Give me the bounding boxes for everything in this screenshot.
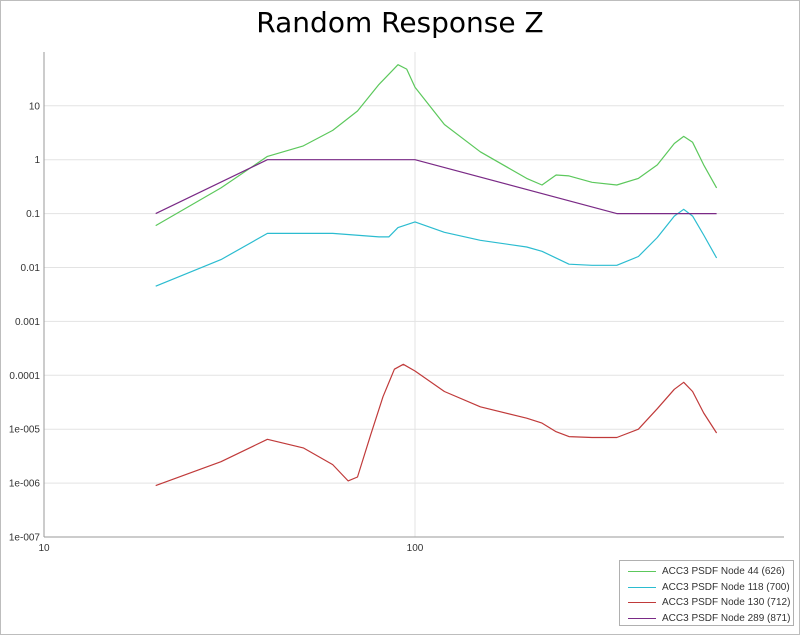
y-tick-label: 0.01 — [21, 263, 41, 274]
y-tick-label: 0.0001 — [9, 371, 40, 382]
series-line-4 — [155, 159, 717, 215]
legend-label: ACC3 PSDF Node 289 (871) — [662, 612, 791, 624]
legend: ACC3 PSDF Node 44 (626) ACC3 PSDF Node 11… — [619, 560, 794, 626]
chart-title: Random Response Z — [256, 6, 544, 39]
series-line-2 — [155, 208, 718, 287]
x-tick-label: 10 — [38, 543, 50, 554]
series-line-3 — [155, 363, 718, 487]
legend-label: ACC3 PSDF Node 130 (712) — [662, 597, 791, 609]
y-tick-label: 1e-005 — [9, 425, 41, 436]
y-tick-label: 0.001 — [15, 317, 40, 328]
y-tick-label: 10 — [29, 101, 41, 112]
legend-swatch — [628, 571, 656, 573]
legend-item: ACC3 PSDF Node 118 (700) — [620, 580, 793, 596]
y-tick-label: 1e-007 — [9, 533, 41, 544]
legend-item: ACC3 PSDF Node 289 (871) — [620, 611, 793, 627]
x-tick-label: 100 — [407, 543, 424, 554]
series-line-1 — [155, 64, 718, 227]
legend-swatch — [628, 586, 656, 588]
tick-labels: 1e-007 1e-006 1e-005 0.0001 0.001 0.01 0.1 1 10 1… — [9, 101, 424, 554]
grid-lines — [44, 52, 784, 537]
legend-item: ACC3 PSDF Node 44 (626) — [620, 564, 793, 580]
y-tick-label: 0.1 — [26, 209, 40, 220]
legend-swatch — [628, 617, 656, 619]
legend-item: ACC3 PSDF Node 130 (712) — [620, 595, 793, 611]
y-tick-label: 1e-006 — [9, 479, 41, 490]
legend-swatch — [628, 602, 656, 604]
legend-label: ACC3 PSDF Node 118 (700) — [662, 581, 790, 593]
legend-label: ACC3 PSDF Node 44 (626) — [662, 566, 785, 578]
y-tick-label: 1 — [34, 155, 40, 166]
axes — [43, 52, 784, 538]
series-lines — [155, 64, 718, 487]
